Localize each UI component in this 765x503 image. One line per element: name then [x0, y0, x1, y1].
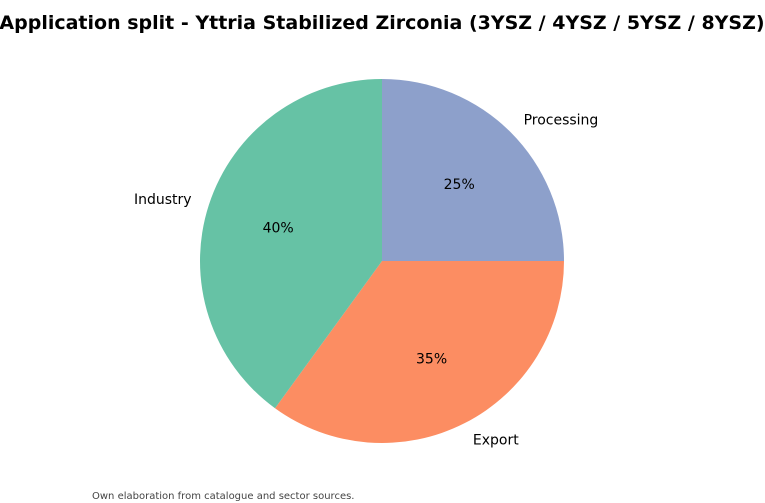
- slice-percent-industry: 40%: [263, 220, 294, 236]
- pie-slice-processing: [382, 79, 564, 261]
- pie-labels: Processing 25% Export 35% Industry 40%: [134, 112, 598, 448]
- pie-slices: [200, 79, 565, 444]
- slice-label-export: Export: [473, 432, 519, 448]
- pie-slice-export: [275, 261, 565, 444]
- slice-label-processing: Processing: [524, 112, 599, 128]
- slice-percent-export: 35%: [416, 351, 447, 367]
- chart-title: Application split - Yttria Stabilized Zi…: [0, 12, 765, 34]
- source-note: Own elaboration from catalogue and secto…: [92, 491, 354, 502]
- pie-slice-industry: [200, 79, 382, 409]
- slice-label-industry: Industry: [134, 192, 192, 208]
- slice-percent-processing: 25%: [444, 177, 475, 193]
